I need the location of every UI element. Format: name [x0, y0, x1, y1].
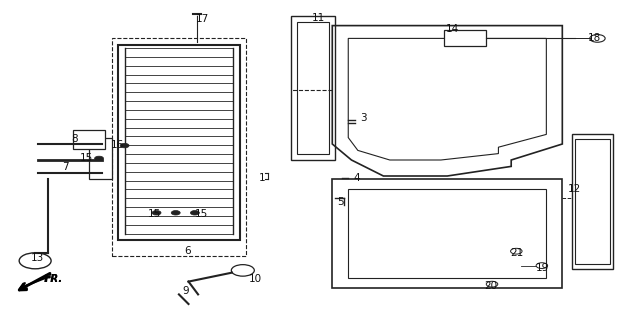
Text: 15: 15: [195, 209, 208, 220]
Text: 7: 7: [62, 162, 68, 172]
Text: 8: 8: [72, 134, 78, 144]
Text: 20: 20: [484, 281, 498, 292]
Text: 18: 18: [588, 33, 601, 43]
Text: 15: 15: [148, 209, 162, 220]
Text: 5: 5: [337, 196, 344, 207]
Text: 13: 13: [31, 252, 44, 263]
Text: 9: 9: [182, 285, 189, 296]
Bar: [73, 130, 105, 149]
Text: 14: 14: [445, 24, 459, 35]
Bar: [444, 30, 486, 46]
Text: 15: 15: [80, 153, 93, 164]
Text: 11: 11: [312, 12, 325, 23]
Text: 12: 12: [567, 184, 581, 195]
Text: 10: 10: [249, 274, 263, 284]
Text: 4: 4: [353, 172, 360, 183]
Bar: [89, 138, 112, 179]
Circle shape: [171, 211, 180, 215]
Text: 17: 17: [196, 13, 210, 24]
Text: 1: 1: [259, 172, 265, 183]
Text: FR.: FR.: [45, 274, 63, 284]
Text: FR.: FR.: [43, 274, 63, 284]
Text: 6: 6: [184, 246, 190, 256]
Circle shape: [95, 156, 104, 161]
Text: 16: 16: [111, 140, 124, 150]
Circle shape: [152, 211, 161, 215]
Text: 21: 21: [510, 248, 523, 259]
Circle shape: [190, 211, 199, 215]
Text: 19: 19: [535, 263, 549, 273]
Circle shape: [120, 143, 129, 148]
Text: 3: 3: [360, 113, 366, 124]
